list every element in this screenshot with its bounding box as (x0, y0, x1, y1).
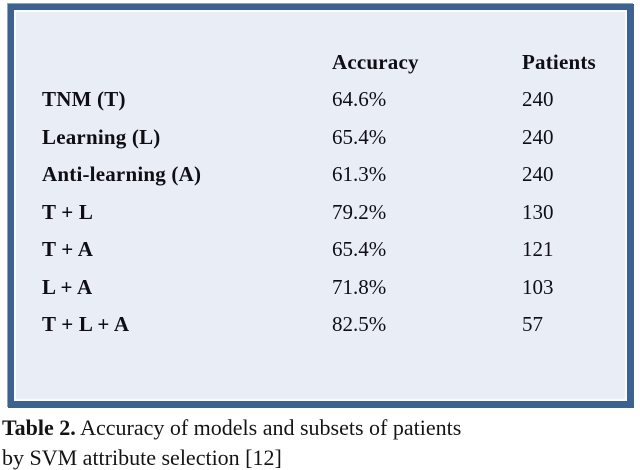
caption-title: Table 2. (2, 415, 76, 440)
table-row: T + L + A 82.5% 57 (42, 306, 627, 344)
row-patients: 121 (522, 237, 554, 262)
row-accuracy: 79.2% (332, 199, 387, 224)
table-row: Learning (L) 65.4% 240 (42, 119, 627, 157)
table-row: T + A 65.4% 121 (42, 231, 627, 269)
row-label: T + L + A (42, 312, 130, 337)
row-label: Anti-learning (A) (42, 162, 202, 187)
caption-text: Accuracy of models and subsets of patien… (80, 415, 462, 440)
table-caption: Table 2. Accuracy of models and subsets … (2, 413, 622, 470)
table-header-row: Accuracy Patients (42, 43, 627, 81)
row-label: Learning (L) (42, 124, 161, 149)
header-accuracy: Accuracy (332, 49, 419, 74)
table-panel: Accuracy Patients TNM (T) 64.6% 240 Lear… (8, 4, 634, 408)
table-row: TNM (T) 64.6% 240 (42, 81, 627, 119)
row-accuracy: 82.5% (332, 312, 387, 337)
table-row: T + L 79.2% 130 (42, 194, 627, 232)
row-accuracy: 61.3% (332, 162, 387, 187)
row-label: TNM (T) (42, 87, 126, 112)
row-label: T + A (42, 237, 94, 262)
row-patients: 130 (522, 199, 554, 224)
row-label: L + A (42, 274, 93, 299)
header-patients: Patients (522, 49, 596, 74)
row-patients: 103 (522, 274, 554, 299)
row-accuracy: 65.4% (332, 124, 387, 149)
row-accuracy: 65.4% (332, 237, 387, 262)
caption-line-2: by SVM attribute selection [12] (2, 445, 282, 470)
row-patients: 240 (522, 124, 554, 149)
row-accuracy: 71.8% (332, 274, 387, 299)
caption-line-1: Table 2. Accuracy of models and subsets … (2, 413, 622, 443)
row-accuracy: 64.6% (332, 87, 387, 112)
row-patients: 240 (522, 87, 554, 112)
table-row: L + A 71.8% 103 (42, 269, 627, 307)
row-patients: 57 (522, 312, 543, 337)
row-patients: 240 (522, 162, 554, 187)
results-table: Accuracy Patients TNM (T) 64.6% 240 Lear… (14, 10, 627, 344)
table-row: Anti-learning (A) 61.3% 240 (42, 156, 627, 194)
row-label: T + L (42, 199, 94, 224)
